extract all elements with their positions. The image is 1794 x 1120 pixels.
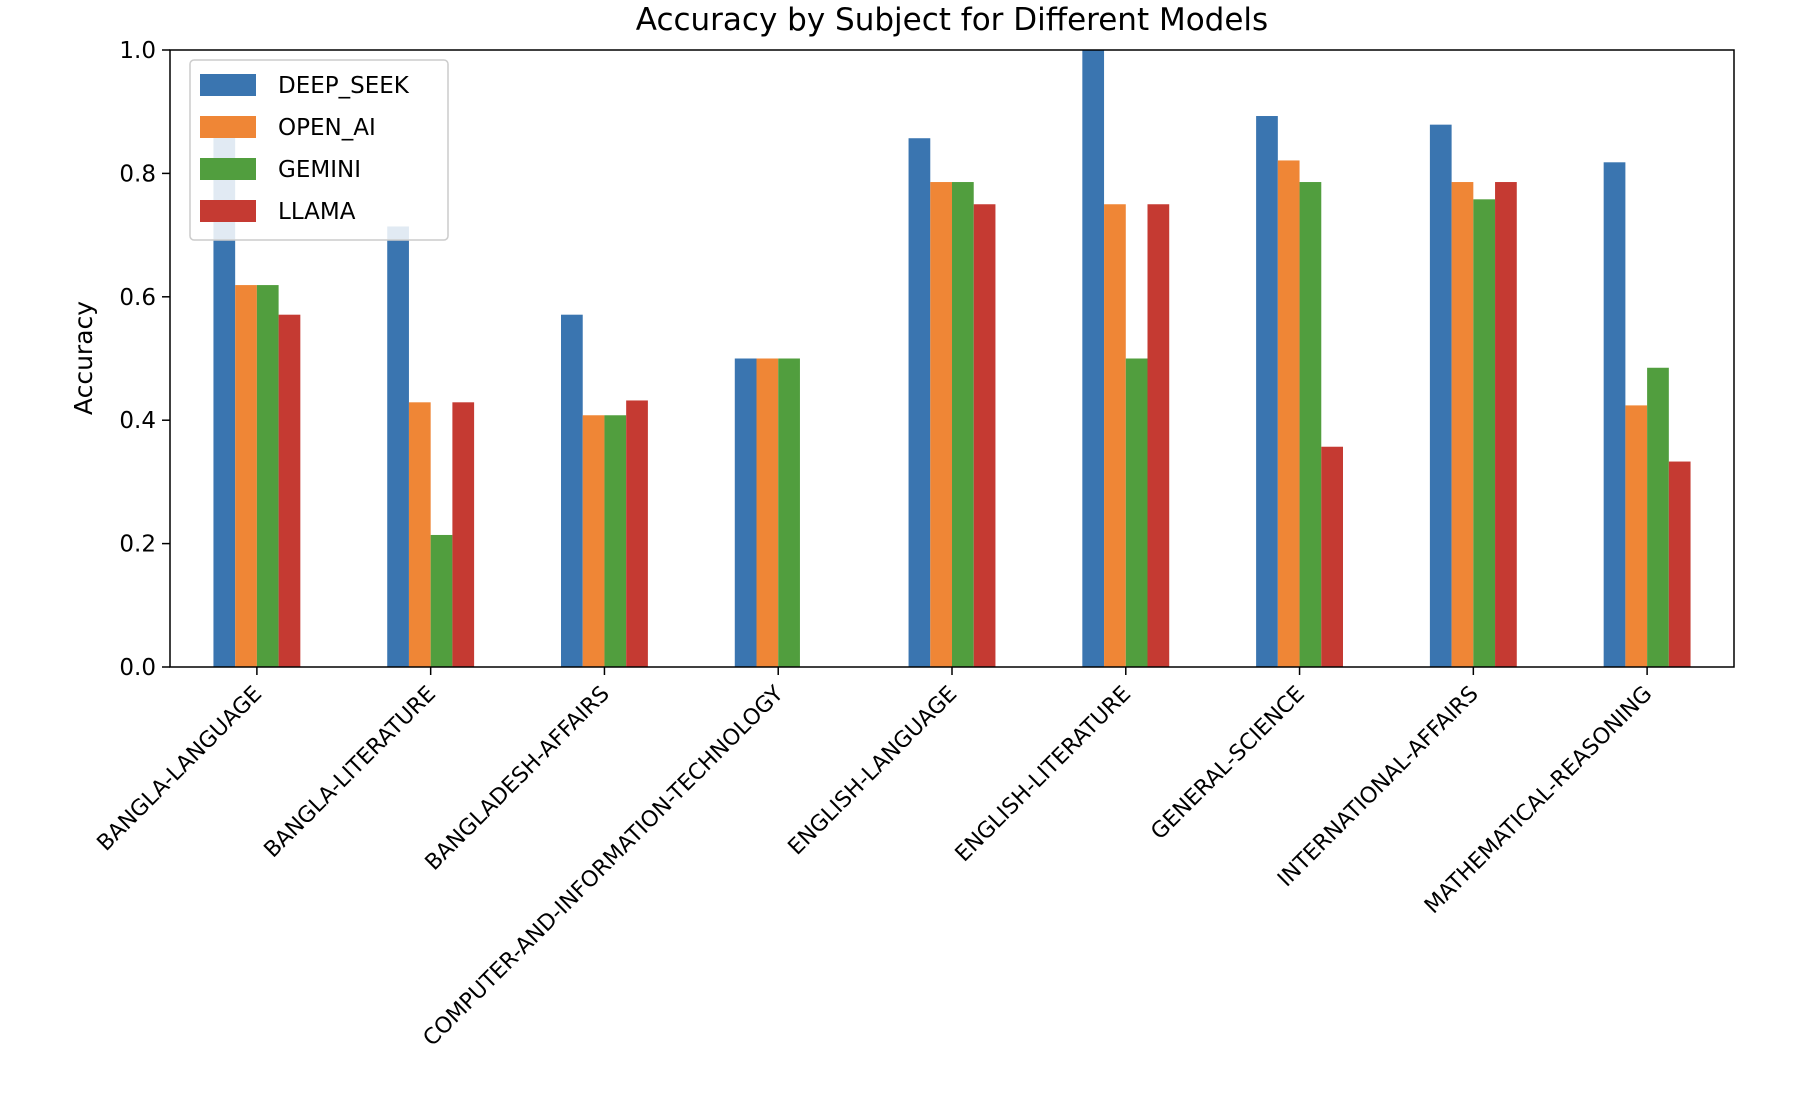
- bar-llama-0: [278, 314, 301, 667]
- bar-llama-1: [452, 402, 475, 667]
- bars-layer: [213, 50, 1691, 668]
- legend-swatch: [200, 158, 256, 180]
- bar-deep-seek-2: [561, 314, 583, 667]
- bar-llama-2: [626, 400, 648, 667]
- x-tick-label: INTERNATIONAL-AFFAIRS: [1273, 682, 1483, 892]
- bar-gemini-4: [952, 182, 974, 667]
- y-tick-label: 1.0: [119, 38, 156, 64]
- y-tick-label: 0.2: [119, 532, 156, 558]
- legend-swatch: [200, 200, 256, 222]
- bar-gemini-0: [256, 285, 279, 667]
- x-axis-ticks: BANGLA-LANGUAGEBANGLA-LITERATUREBANGLADE…: [93, 667, 1657, 1051]
- bar-deep-seek-6: [1256, 116, 1278, 668]
- x-tick-label: ENGLISH-LITERATURE: [951, 682, 1136, 867]
- y-tick-label: 0.4: [119, 408, 156, 434]
- bar-deep-seek-0: [213, 136, 236, 667]
- legend-swatch: [200, 116, 256, 138]
- bar-open-ai-7: [1451, 182, 1474, 667]
- legend-items: DEEP_SEEK OPEN_AI GEMINI LLAMA: [200, 73, 410, 225]
- bar-gemini-3: [778, 358, 800, 667]
- bar-gemini-8: [1647, 367, 1669, 667]
- bar-deep-seek-8: [1603, 162, 1626, 667]
- x-tick-label: BANGLADESH-AFFAIRS: [421, 682, 615, 876]
- bar-deep-seek-3: [734, 358, 757, 667]
- bar-llama-6: [1321, 446, 1343, 667]
- bar-open-ai-2: [582, 415, 605, 667]
- y-tick-label: 0.0: [119, 655, 156, 681]
- legend-label: LLAMA: [278, 199, 356, 225]
- legend-swatch: [200, 74, 256, 96]
- bar-open-ai-3: [756, 358, 779, 667]
- bar-gemini-5: [1125, 358, 1148, 667]
- bar-open-ai-1: [408, 402, 431, 667]
- bar-gemini-6: [1299, 182, 1322, 667]
- bar-open-ai-4: [930, 182, 952, 667]
- y-tick-label: 0.8: [119, 161, 156, 187]
- bar-gemini-7: [1473, 199, 1496, 667]
- legend-label: GEMINI: [278, 157, 361, 183]
- bar-llama-5: [1147, 204, 1170, 667]
- y-axis-label: Accuracy: [69, 301, 98, 415]
- bar-llama-8: [1668, 461, 1691, 667]
- x-tick-label: GENERAL-SCIENCE: [1146, 682, 1309, 845]
- legend: DEEP_SEEK OPEN_AI GEMINI LLAMA: [189, 59, 449, 241]
- x-tick-label: BANGLA-LITERATURE: [260, 682, 441, 863]
- bar-deep-seek-1: [387, 226, 409, 667]
- legend-label: OPEN_AI: [278, 115, 376, 141]
- x-tick-label: ENGLISH-LANGUAGE: [784, 682, 963, 861]
- y-tick-label: 0.6: [119, 285, 156, 311]
- bar-gemini-2: [604, 415, 627, 667]
- x-tick-label: BANGLA-LANGUAGE: [93, 682, 268, 857]
- bar-deep-seek-7: [1429, 124, 1452, 668]
- bar-open-ai-6: [1277, 160, 1300, 667]
- bar-open-ai-8: [1625, 405, 1648, 667]
- bar-open-ai-5: [1104, 204, 1126, 667]
- bar-llama-7: [1495, 182, 1517, 667]
- x-tick-label: COMPUTER-AND-INFORMATION-TECHNOLOGY: [419, 681, 789, 1051]
- legend-frame: [189, 59, 449, 241]
- bar-deep-seek-5: [1082, 50, 1105, 667]
- y-axis-ticks: 0.0 0.2 0.4 0.6 0.8 1.0: [119, 38, 170, 681]
- bar-deep-seek-4: [908, 138, 931, 667]
- bar-open-ai-0: [235, 285, 257, 667]
- bar-llama-4: [973, 204, 996, 667]
- chart-title: Accuracy by Subject for Different Models: [636, 2, 1268, 38]
- legend-label: DEEP_SEEK: [278, 73, 410, 99]
- bar-gemini-1: [430, 534, 453, 667]
